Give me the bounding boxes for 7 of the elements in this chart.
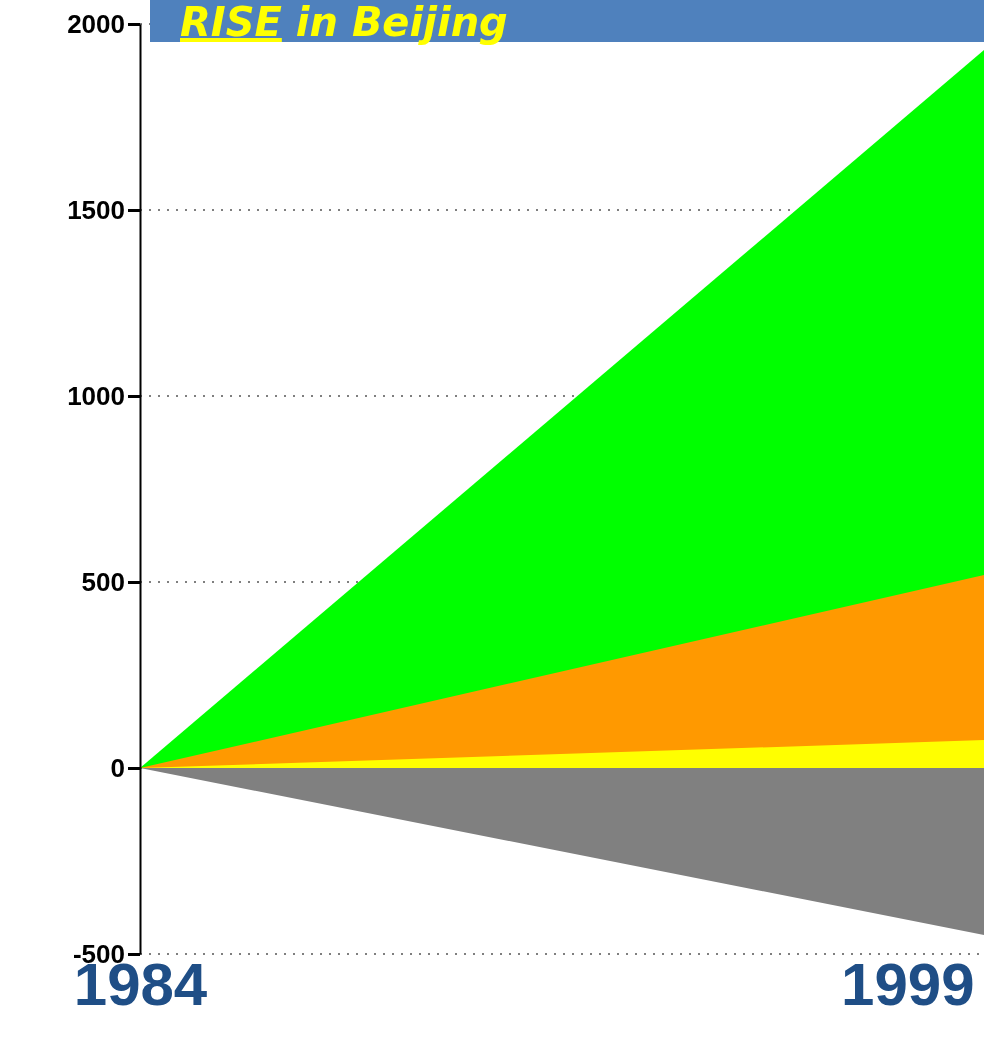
chart-title: RISE in Beijing xyxy=(180,0,508,45)
y-tick-label: 0 xyxy=(110,752,125,783)
y-tick-label: 1000 xyxy=(67,380,125,411)
y-tick-label: 500 xyxy=(81,566,125,597)
y-tick-label: 1500 xyxy=(67,194,125,225)
x-tick-label: 1999 xyxy=(841,951,975,1018)
y-tick-label: 2000 xyxy=(67,8,125,39)
